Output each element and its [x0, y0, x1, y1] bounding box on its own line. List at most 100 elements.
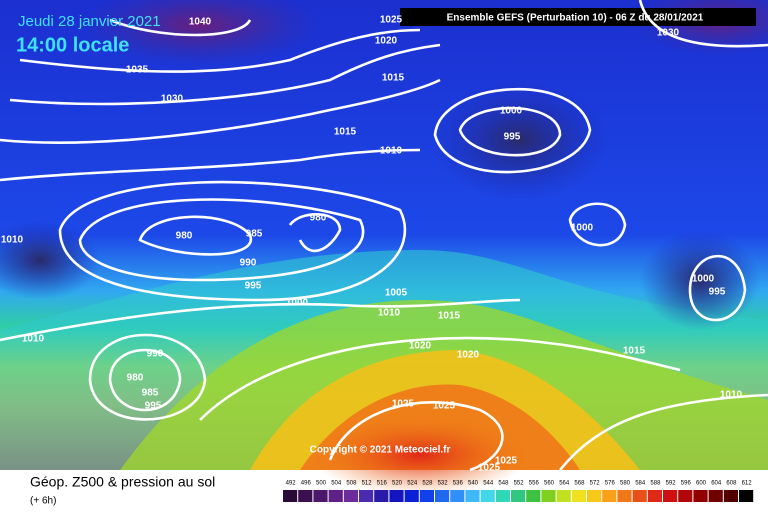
scale-swatch	[435, 490, 450, 502]
isobar-label: 1035	[126, 65, 149, 76]
isobar-label: 980	[127, 373, 144, 384]
scale-swatch	[343, 490, 358, 502]
scale-swatch	[328, 490, 343, 502]
scale-label: 576	[605, 481, 616, 487]
scale-swatch	[495, 490, 510, 502]
scale-label: 608	[726, 481, 737, 487]
isobar-label: 1020	[375, 36, 398, 47]
scale-swatch	[693, 490, 708, 502]
isobar-label: 1010	[378, 308, 401, 319]
scale-swatch	[571, 490, 586, 502]
scale-swatch	[465, 490, 480, 502]
isobar-label: 995	[504, 132, 521, 143]
isobar-label: 1000	[286, 298, 309, 309]
scale-label: 536	[453, 481, 464, 487]
map-background	[0, 0, 768, 495]
scale-label: 496	[301, 481, 312, 487]
scale-swatch	[678, 490, 693, 502]
isobar-label: 1010	[720, 390, 743, 401]
isobar-label: 1000	[500, 106, 523, 117]
scale-swatch	[739, 490, 754, 502]
isobar-label: 1025	[380, 15, 403, 26]
run-info: Ensemble GEFS (Perturbation 10) - 06 Z d…	[447, 13, 704, 24]
scale-label: 596	[681, 481, 692, 487]
scale-label: 508	[346, 481, 357, 487]
scale-swatch	[404, 490, 419, 502]
scale-swatch	[359, 490, 374, 502]
scale-swatch	[663, 490, 678, 502]
isobar-label: 1025	[433, 401, 456, 412]
scale-swatch	[602, 490, 617, 502]
scale-swatch	[419, 490, 434, 502]
isobar-label: 1005	[385, 288, 408, 299]
scale-swatch	[526, 490, 541, 502]
isobar-label: 1040	[189, 17, 212, 28]
scale-swatch	[283, 490, 298, 502]
scale-swatch	[389, 490, 404, 502]
scale-swatch	[723, 490, 738, 502]
scale-label: 544	[483, 481, 494, 487]
isobar-label: 995	[145, 401, 162, 412]
local-time: 14:00 locale	[16, 34, 129, 56]
isobar-label: 1015	[438, 311, 461, 322]
scale-label: 604	[711, 481, 722, 487]
scale-label: 520	[392, 481, 403, 487]
isobar-label: 985	[142, 388, 159, 399]
isobar-labels: 1040 1035 1030 1025 1020 1015 1015 1010 1000 995 1…	[1, 15, 743, 474]
scale-swatch	[480, 490, 495, 502]
isobar-label: 980	[176, 231, 193, 242]
scale-label: 580	[620, 481, 631, 487]
scale-label: 528	[422, 481, 433, 487]
scale-label: 584	[635, 481, 646, 487]
isobar-label: 1025	[495, 456, 518, 467]
scale-swatch	[374, 490, 389, 502]
isobar-label: 1020	[409, 341, 432, 352]
isobar-label: 995	[709, 287, 726, 298]
scale-swatch	[647, 490, 662, 502]
scale-swatch	[511, 490, 526, 502]
scale-label: 540	[468, 481, 479, 487]
scale-swatch	[708, 490, 723, 502]
isobar-label: 990	[147, 349, 164, 360]
scale-label: 552	[514, 481, 525, 487]
scale-label: 548	[498, 481, 509, 487]
scale-label: 572	[590, 481, 601, 487]
copyright: Copyright © 2021 Meteociel.fr	[310, 445, 451, 456]
isobar-label: 1015	[334, 127, 357, 138]
scale-label: 564	[559, 481, 570, 487]
scale-label: 500	[316, 481, 327, 487]
scale-label: 556	[529, 481, 540, 487]
scale-swatch	[313, 490, 328, 502]
scale-swatch	[617, 490, 632, 502]
isobars	[0, 0, 768, 470]
scale-label: 592	[666, 481, 677, 487]
scale-label: 560	[544, 481, 555, 487]
scale-swatch	[632, 490, 647, 502]
isobar-label: 1030	[161, 94, 184, 105]
isobar-label: 1000	[571, 223, 594, 234]
scale-swatch	[556, 490, 571, 502]
isobar-label: 1020	[457, 350, 480, 361]
scale-label: 504	[331, 481, 342, 487]
date: Jeudi 28 janvier 2021	[18, 13, 161, 30]
footer-title: Géop. Z500 & pression au sol	[30, 474, 215, 490]
scale-label: 600	[696, 481, 707, 487]
scale-label: 492	[286, 481, 297, 487]
scale-label: 612	[742, 481, 753, 487]
scale-label: 532	[438, 481, 449, 487]
isobar-label: 1000	[692, 274, 715, 285]
isobar-label: 1010	[22, 334, 45, 345]
scale-swatch	[298, 490, 313, 502]
scale-swatch	[587, 490, 602, 502]
scale-swatch	[541, 490, 556, 502]
isobar-label: 980	[310, 213, 327, 224]
isobar-label: 990	[240, 258, 257, 269]
isobar-label: 1025	[392, 399, 415, 410]
scale-swatch	[450, 490, 465, 502]
color-scale: 492 496 500 504 508 512 516 520 524 528 532 536 540 5…	[283, 481, 754, 502]
scale-label: 524	[407, 481, 418, 487]
scale-label: 512	[362, 481, 373, 487]
isobar-label: 1010	[1, 235, 24, 246]
isobar-label: 1015	[623, 346, 646, 357]
